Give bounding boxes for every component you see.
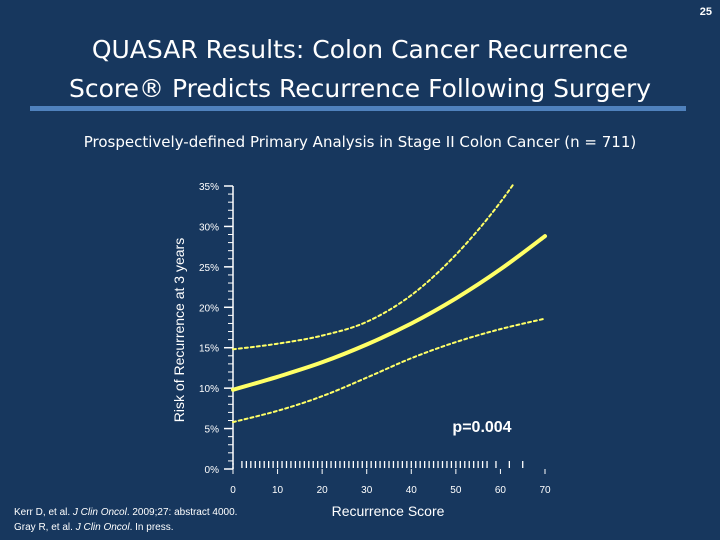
x-tick-label: 70 [539,485,551,496]
series-lines [231,184,547,424]
x-tick-label: 20 [317,485,329,496]
title-line-1: QUASAR Results: Colon Cancer Recurrence [91,35,629,64]
title-line-2: Score® Predicts Recurrence Following Sur… [68,74,652,103]
x-tick-label: 0 [230,485,236,496]
score-rug [232,461,524,471]
slide-title: QUASAR Results: Colon Cancer Recurrence … [20,30,700,108]
y-tick-label: 10% [199,384,219,395]
chart-series [231,184,547,424]
y-tick-label: 35% [199,182,219,193]
reference-1: Kerr D, et al. J Clin Oncol. 2009;27: ab… [14,507,238,518]
y-tick-label: 25% [199,263,219,274]
y-tick-label: 5% [205,425,220,436]
y-axis: 0% 5% 10% 15% 20% 25% 30% 35% [199,182,234,476]
estimate-line [231,234,547,392]
x-tick-label: 10 [272,485,284,496]
y-tick-label: 20% [199,303,219,314]
y-axis-label: Risk of Recurrence at 3 years [171,238,187,422]
y-tick-label: 0% [205,465,220,476]
references: Kerr D, et al. J Clin Oncol. 2009;27: ab… [14,505,237,535]
y-tick-label: 30% [199,222,219,233]
reference-2: Gray R, et al. J Clin Oncol. In press. [14,522,174,533]
p-value-annotation: p=0.004 [452,419,511,436]
x-tick-label: 50 [450,485,462,496]
x-axis-label: Recurrence Score [332,503,445,519]
x-tick-label: 40 [406,485,418,496]
slide-number: 25 [699,6,712,18]
title-underline [30,106,686,111]
x-tick-label: 60 [495,485,507,496]
slide-subtitle: Prospectively-defined Primary Analysis i… [83,133,637,151]
x-axis: 0 10 20 30 40 50 60 70 [230,469,551,496]
y-tick-label: 15% [199,344,219,355]
upper-confidence-line [232,184,515,351]
x-tick-label: 30 [361,485,373,496]
lower-confidence-line [232,317,546,424]
